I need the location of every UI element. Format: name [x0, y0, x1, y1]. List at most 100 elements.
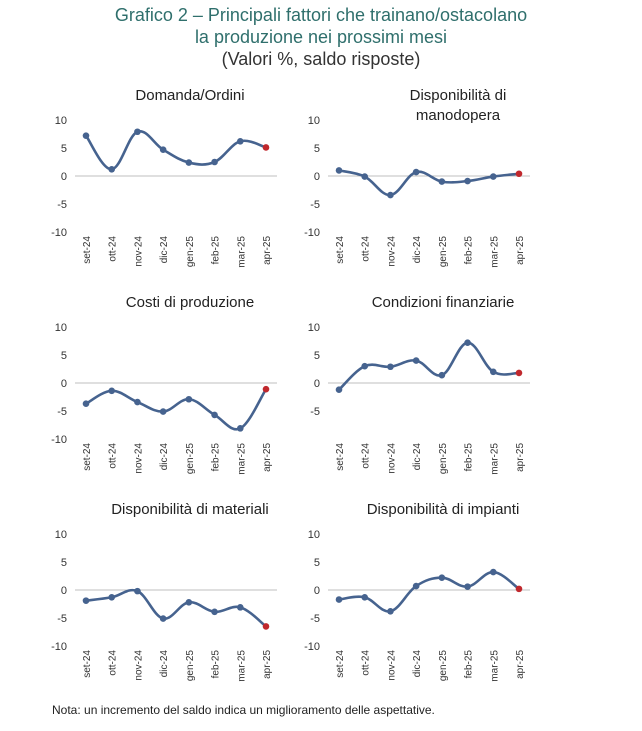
panel-disponibilita-manodopera: Disponibilità di manodopera 10 5 0 -5 -10 set…: [298, 86, 588, 286]
x-tick-label: ott-24: [108, 236, 119, 262]
series-line: [84, 130, 268, 171]
panel-title: Costi di produzione: [125, 294, 255, 311]
x-tick-label: feb-25: [464, 650, 475, 679]
x-tick-label: dic-24: [159, 236, 170, 264]
data-point: [108, 387, 116, 395]
y-tick-label: -10: [304, 641, 320, 653]
chart-title: Grafico 2 – Principali fattori che train…: [0, 4, 642, 70]
data-point: [335, 596, 343, 603]
x-tick-label: gen-25: [185, 650, 196, 682]
data-point: [412, 168, 420, 176]
x-tick-label: nov-24: [386, 443, 397, 474]
y-tick-label: 5: [61, 143, 67, 155]
panel-disponibilita-materiali: Disponibilità di materiali 10 5 0 -5 -10 set-…: [45, 500, 335, 700]
chart-svg: 10 5 0 -5 -10 set-24 ott-24 nov-24 dic-24 gen-25 f…: [304, 115, 530, 268]
x-tick-label: dic-24: [412, 650, 423, 678]
series-line: [337, 570, 521, 613]
x-tick-label: gen-25: [185, 236, 196, 268]
panel-title: Disponibilità di impianti: [366, 501, 520, 518]
data-point: [361, 362, 369, 370]
y-tick-label: 0: [314, 171, 320, 183]
x-tick-label: nov-24: [133, 650, 144, 681]
x-tick-label: dic-24: [159, 650, 170, 678]
y-tick-label: 5: [314, 350, 320, 362]
data-point-latest: [262, 623, 270, 630]
data-point: [82, 597, 90, 604]
x-tick-label: apr-25: [515, 443, 526, 472]
x-tick-label: gen-25: [438, 650, 449, 682]
x-tick-label: mar-25: [236, 443, 247, 475]
panel-costi-produzione: Costi di produzione 10 5 0 -5 -10 set-24 ott-2…: [45, 293, 335, 493]
data-point: [82, 400, 90, 408]
y-tick-label: 5: [314, 557, 320, 569]
y-tick-label: 5: [314, 143, 320, 155]
data-point: [134, 587, 141, 595]
data-point-latest: [262, 144, 270, 151]
data-point: [464, 583, 471, 590]
data-point: [159, 146, 167, 153]
y-tick-label: -5: [57, 199, 67, 211]
data-point: [134, 128, 141, 136]
data-point: [211, 608, 218, 616]
x-tick-label: nov-24: [386, 650, 397, 681]
data-point: [335, 386, 343, 394]
data-point: [464, 339, 471, 346]
chart-svg: 10 5 0 -5 -10 set-24 ott-24 nov-24 dic-24 gen-25 f…: [51, 115, 277, 268]
data-point: [387, 363, 394, 371]
x-tick-label: mar-25: [489, 650, 500, 682]
y-tick-label: 10: [308, 322, 320, 334]
x-tick-label: set-24: [335, 443, 346, 471]
x-tick-label: ott-24: [361, 236, 372, 262]
chart-svg: 10 5 0 -5 -10 set-24 ott-24 nov-24 dic-24 gen-25 f…: [51, 529, 277, 682]
x-tick-label: set-24: [82, 650, 93, 678]
panel-title: Condizioni finanziarie: [371, 294, 515, 311]
x-tick-label: ott-24: [108, 650, 119, 676]
x-tick-label: nov-24: [386, 236, 397, 267]
x-tick-label: feb-25: [211, 236, 222, 265]
x-tick-label: mar-25: [236, 236, 247, 268]
data-point: [185, 159, 193, 166]
y-tick-label: -5: [57, 406, 67, 418]
data-point: [361, 173, 369, 180]
chart-subtitle: (Valori %, saldo risposte): [221, 49, 421, 69]
y-tick-label: 5: [61, 557, 67, 569]
y-tick-label: 10: [55, 115, 67, 127]
x-tick-label: mar-25: [236, 650, 247, 682]
x-tick-label: mar-25: [489, 443, 500, 475]
data-point: [134, 398, 141, 406]
data-point: [236, 137, 244, 145]
data-point: [438, 371, 446, 379]
data-point: [159, 408, 167, 415]
x-tick-label: set-24: [335, 650, 346, 678]
data-point: [387, 607, 394, 615]
y-tick-label: 0: [61, 378, 67, 390]
y-tick-label: 5: [61, 350, 67, 362]
x-tick-label: apr-25: [262, 650, 273, 679]
x-tick-label: apr-25: [515, 236, 526, 265]
data-point: [108, 593, 116, 601]
y-tick-label: 10: [55, 529, 67, 541]
chart-svg: 10 5 0 -5 set-24 ott-24 nov-24 dic-24 gen-25 feb-…: [308, 322, 530, 475]
y-tick-label: 10: [55, 322, 67, 334]
x-tick-label: gen-25: [185, 443, 196, 475]
footnote: Nota: un incremento del saldo indica un …: [52, 703, 435, 717]
x-tick-label: apr-25: [262, 443, 273, 472]
y-tick-label: -10: [51, 227, 67, 239]
chart-svg: 10 5 0 -5 -10 set-24 ott-24 nov-24 dic-24 gen-25 f…: [51, 322, 277, 475]
data-point: [211, 158, 218, 166]
data-point-latest: [262, 385, 270, 393]
chart-title-line-1: Grafico 2 – Principali fattori che train…: [114, 5, 528, 25]
data-point-latest: [515, 170, 523, 178]
y-tick-label: 0: [61, 585, 67, 597]
series-line: [84, 387, 268, 431]
data-point: [236, 425, 244, 432]
y-tick-label: -10: [51, 434, 67, 446]
x-tick-label: gen-25: [438, 443, 449, 475]
x-tick-label: ott-24: [108, 443, 119, 469]
chart-title-line-2: la produzione nei prossimi mesi: [194, 27, 448, 47]
data-point: [185, 599, 193, 606]
x-tick-label: set-24: [82, 236, 93, 264]
y-tick-label: -5: [57, 613, 67, 625]
data-point: [489, 568, 497, 576]
panel-disponibilita-impianti: Disponibilità di impianti 10 5 0 -5 -10 set-2…: [298, 500, 588, 700]
